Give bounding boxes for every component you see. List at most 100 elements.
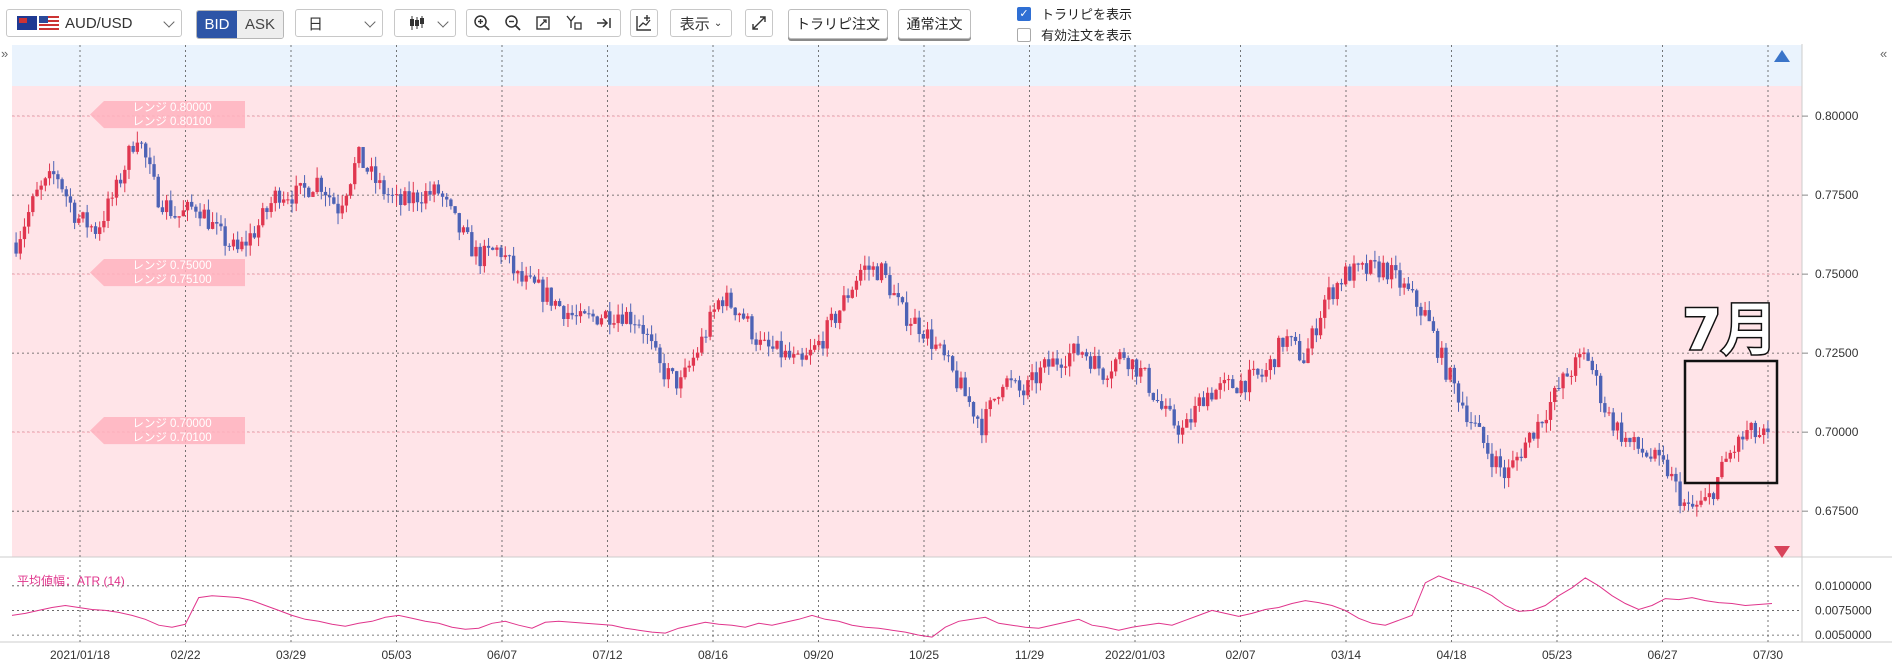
show-active-orders-checkbox[interactable]: 有効注文を表示: [1017, 25, 1132, 44]
time-tick-label: 10/25: [909, 648, 939, 662]
symbol-select[interactable]: AUD/USD: [6, 9, 182, 37]
candle-body: [850, 289, 854, 298]
candle-body: [846, 295, 850, 298]
candle-body: [373, 166, 378, 183]
candle-body: [708, 311, 712, 337]
candle-body: [474, 246, 478, 257]
candle-body: [1603, 403, 1607, 413]
highlight-box: [1683, 359, 1779, 485]
candle-body: [277, 190, 282, 203]
candle-body: [1741, 436, 1745, 440]
chart-area[interactable]: レンジ 0.80000 レンジ 0.80100 レンジ 0.75000 レンジ 0.7…: [0, 44, 1892, 663]
range-tag[interactable]: [90, 100, 245, 129]
display-menu[interactable]: 表示 ⌄: [670, 9, 732, 37]
candle-body: [194, 206, 198, 212]
ask-button[interactable]: ASK: [237, 11, 283, 38]
candle-body: [1297, 341, 1302, 361]
candle-body: [1762, 428, 1766, 436]
candle-body: [1243, 380, 1247, 393]
candle-body: [842, 295, 846, 311]
candle-body: [1582, 352, 1586, 355]
candle-body: [1649, 456, 1653, 459]
candle-body: [440, 193, 445, 197]
scroll-up-triangle-icon[interactable]: [1774, 50, 1790, 62]
candle-body: [766, 339, 771, 347]
candle-body: [1339, 283, 1344, 285]
candle-body: [641, 324, 645, 334]
candle-body: [499, 247, 503, 258]
candle-body: [1373, 260, 1377, 262]
candle-body: [959, 377, 963, 389]
range-tag[interactable]: [90, 258, 245, 287]
candle-body: [231, 239, 236, 247]
range-tag[interactable]: [90, 417, 245, 445]
show-traripi-checkbox[interactable]: ✓ トラリピを表示: [1017, 4, 1132, 23]
chart-type-select[interactable]: [394, 9, 456, 37]
candle-body: [294, 185, 298, 204]
fullscreen-icon: [752, 16, 766, 30]
period-select[interactable]: 日: [295, 9, 383, 37]
candle-body: [934, 344, 938, 349]
candle-body: [1523, 442, 1528, 458]
crosshair-icon[interactable]: [560, 9, 588, 37]
candle-body: [1498, 456, 1503, 468]
time-tick-label: 04/18: [1436, 648, 1466, 662]
collapse-right-icon[interactable]: «: [1880, 46, 1888, 61]
candle-body: [1017, 380, 1022, 391]
candle-body: [1001, 386, 1005, 398]
candle-body: [976, 416, 980, 419]
candle-body: [1260, 374, 1264, 377]
candle-body: [482, 245, 487, 267]
candle-body: [1068, 353, 1072, 367]
candle-body: [1736, 436, 1741, 452]
scroll-down-triangle-icon[interactable]: [1774, 546, 1790, 558]
candle-body: [1093, 355, 1097, 369]
candle-body: [144, 143, 148, 158]
candle-body: [1235, 388, 1239, 394]
candle-body: [114, 179, 119, 198]
add-indicator-icon[interactable]: [630, 9, 658, 37]
candle-body: [286, 199, 290, 201]
candle-body: [729, 292, 733, 308]
bid-button[interactable]: BID: [197, 11, 237, 38]
candle-body: [1239, 380, 1243, 394]
fullscreen-button[interactable]: [745, 9, 773, 37]
candle-body: [741, 313, 746, 319]
candle-body: [118, 179, 123, 184]
candle-body: [1306, 348, 1310, 364]
candle-body: [419, 202, 424, 204]
candle-body: [382, 180, 386, 195]
zoom-in-icon[interactable]: [468, 9, 496, 37]
candle-body: [783, 350, 788, 358]
candle-body: [1147, 367, 1151, 393]
candle-body: [436, 184, 441, 194]
price-tick-label: 0.77500: [1815, 188, 1859, 202]
candle-body: [591, 313, 595, 317]
candle-body: [60, 179, 64, 190]
candle-body: [465, 227, 470, 233]
candle-body: [838, 310, 842, 323]
candle-body: [227, 245, 231, 247]
normal-order-button[interactable]: 通常注文: [898, 9, 971, 39]
candle-body: [1022, 390, 1026, 396]
zoom-out-icon[interactable]: [499, 9, 527, 37]
candle-body: [1728, 452, 1732, 459]
candle-body: [955, 370, 959, 389]
candle-body: [1711, 493, 1716, 500]
price-tick-label: 0.70000: [1815, 425, 1859, 439]
candle-body: [31, 196, 35, 213]
candle-body: [537, 279, 541, 283]
traripi-order-button[interactable]: トラリピ注文: [788, 9, 888, 39]
candle-body: [867, 265, 871, 270]
scroll-to-end-icon[interactable]: [590, 9, 618, 37]
time-tick-label: 2022/01/03: [1105, 648, 1165, 662]
candle-body: [992, 398, 997, 401]
candle-body: [491, 247, 495, 250]
chevron-down-icon: [163, 16, 175, 28]
candle-body: [829, 313, 834, 321]
fit-icon[interactable]: [529, 9, 557, 37]
collapse-left-icon[interactable]: »: [1, 46, 9, 61]
candle-body: [984, 409, 988, 436]
candle-body: [1126, 357, 1130, 370]
candle-body: [875, 266, 880, 281]
